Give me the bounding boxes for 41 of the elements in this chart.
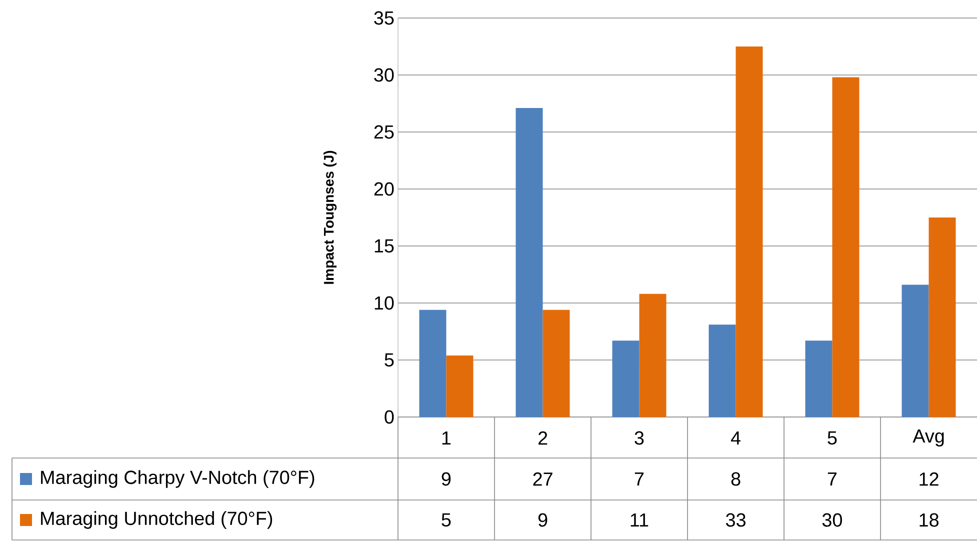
bar bbox=[446, 355, 474, 417]
y-tick-label: 30 bbox=[374, 68, 394, 82]
x-tick-label: 3 bbox=[634, 431, 644, 445]
x-tick-label: 2 bbox=[538, 431, 548, 445]
data-label: 18 bbox=[920, 513, 939, 527]
legend-label: Maraging Unnotched (70°F) bbox=[41, 511, 272, 529]
bar bbox=[708, 324, 736, 417]
data-label: 8 bbox=[731, 472, 740, 486]
y-tick-label: 5 bbox=[384, 353, 394, 367]
y-tick-label: 20 bbox=[374, 182, 394, 196]
data-label: 30 bbox=[822, 513, 842, 527]
y-tick-label: 0 bbox=[384, 410, 394, 424]
y-axis-title: Impact Tougnses (J) bbox=[324, 150, 337, 284]
x-tick-label: 4 bbox=[730, 431, 741, 445]
bar bbox=[419, 310, 446, 417]
bar bbox=[612, 340, 640, 417]
x-tick-label: 5 bbox=[828, 431, 837, 445]
data-label: 7 bbox=[634, 472, 644, 486]
y-tick-label: 15 bbox=[374, 239, 394, 253]
x-tick-label: Avg bbox=[912, 430, 944, 446]
bar bbox=[902, 284, 929, 417]
data-label: 12 bbox=[920, 472, 938, 486]
bar bbox=[832, 77, 860, 417]
data-label: 5 bbox=[442, 513, 451, 527]
bar bbox=[516, 108, 543, 417]
bar bbox=[639, 294, 666, 417]
bar bbox=[805, 340, 832, 417]
legend-label: Maraging Charpy V-Notch (70°F) bbox=[41, 470, 314, 488]
data-label: 27 bbox=[533, 472, 552, 486]
bar bbox=[542, 310, 570, 417]
data-label: 33 bbox=[726, 513, 746, 527]
data-label: 7 bbox=[828, 472, 837, 486]
y-tick-label: 10 bbox=[374, 296, 394, 310]
y-tick-label: 35 bbox=[374, 11, 394, 25]
bar bbox=[736, 46, 763, 417]
y-tick-label: 25 bbox=[374, 125, 394, 139]
data-label: 9 bbox=[442, 472, 451, 486]
data-label: 9 bbox=[538, 513, 548, 527]
x-tick-label: 1 bbox=[442, 431, 451, 445]
bar bbox=[928, 217, 956, 417]
data-label: 11 bbox=[630, 513, 648, 527]
